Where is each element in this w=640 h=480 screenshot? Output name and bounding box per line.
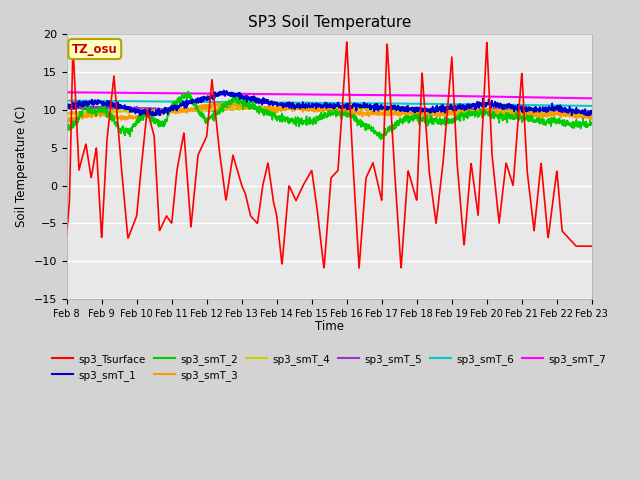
sp3_smT_2 <box>477 107 484 113</box>
sp3_smT_7 <box>318 92 326 97</box>
sp3_smT_1 <box>63 100 70 106</box>
sp3_smT_3 <box>63 120 71 126</box>
sp3_smT_4 <box>63 111 70 117</box>
sp3_smT_2 <box>63 126 70 132</box>
sp3_smT_4 <box>90 108 97 114</box>
Title: SP3 Soil Temperature: SP3 Soil Temperature <box>248 15 411 30</box>
sp3_Tsurface <box>63 232 70 238</box>
sp3_smT_5 <box>63 105 70 111</box>
sp3_Tsurface <box>90 162 97 168</box>
sp3_smT_7 <box>63 89 70 95</box>
Legend: sp3_Tsurface, sp3_smT_1, sp3_smT_2, sp3_smT_3, sp3_smT_4, sp3_smT_5, sp3_smT_6, : sp3_Tsurface, sp3_smT_1, sp3_smT_2, sp3_… <box>48 349 611 385</box>
sp3_smT_4 <box>573 111 580 117</box>
sp3_smT_1 <box>148 113 156 119</box>
sp3_smT_3 <box>477 107 484 112</box>
sp3_smT_6 <box>318 100 326 106</box>
sp3_smT_5 <box>90 105 97 110</box>
sp3_smT_5 <box>319 104 326 109</box>
sp3_smT_1 <box>90 99 97 105</box>
sp3_smT_2 <box>184 89 192 95</box>
sp3_smT_4 <box>588 112 596 118</box>
Line: sp3_smT_3: sp3_smT_3 <box>67 102 592 123</box>
sp3_smT_2 <box>588 120 596 125</box>
sp3_smT_1 <box>305 100 312 106</box>
sp3_smT_3 <box>573 115 580 121</box>
Line: sp3_smT_7: sp3_smT_7 <box>67 92 592 98</box>
sp3_smT_4 <box>300 102 307 108</box>
sp3_smT_5 <box>581 111 589 117</box>
sp3_Tsurface <box>343 39 351 45</box>
Text: TZ_osu: TZ_osu <box>72 43 118 56</box>
sp3_smT_4 <box>587 114 595 120</box>
sp3_Tsurface <box>477 160 484 166</box>
sp3_smT_5 <box>477 107 484 113</box>
sp3_smT_6 <box>573 103 580 108</box>
Line: sp3_smT_2: sp3_smT_2 <box>67 92 592 139</box>
sp3_smT_1 <box>588 111 596 117</box>
sp3_smT_3 <box>63 118 70 123</box>
sp3_smT_3 <box>90 110 97 116</box>
sp3_smT_4 <box>477 109 484 115</box>
sp3_smT_5 <box>573 108 580 114</box>
sp3_smT_6 <box>90 98 97 104</box>
sp3_smT_1 <box>220 87 228 93</box>
sp3_smT_6 <box>588 103 596 109</box>
Y-axis label: Soil Temperature (C): Soil Temperature (C) <box>15 106 28 228</box>
sp3_Tsurface <box>355 265 363 271</box>
sp3_smT_7 <box>573 95 580 101</box>
sp3_Tsurface <box>304 174 312 180</box>
sp3_smT_7 <box>90 90 97 96</box>
sp3_smT_4 <box>305 104 312 110</box>
sp3_smT_5 <box>573 108 580 113</box>
sp3_smT_1 <box>573 108 581 114</box>
sp3_smT_6 <box>304 100 312 106</box>
sp3_smT_6 <box>573 103 580 108</box>
Line: sp3_smT_5: sp3_smT_5 <box>67 105 592 114</box>
Line: sp3_smT_1: sp3_smT_1 <box>67 90 592 116</box>
sp3_smT_3 <box>588 112 596 118</box>
sp3_smT_2 <box>573 120 580 126</box>
sp3_smT_2 <box>378 136 385 142</box>
sp3_smT_4 <box>319 105 326 111</box>
sp3_smT_2 <box>573 121 581 127</box>
sp3_smT_1 <box>573 110 580 116</box>
sp3_smT_3 <box>221 99 228 105</box>
Line: sp3_smT_4: sp3_smT_4 <box>67 105 592 117</box>
Line: sp3_smT_6: sp3_smT_6 <box>67 101 592 106</box>
sp3_Tsurface <box>573 243 580 249</box>
sp3_smT_7 <box>573 95 580 101</box>
sp3_smT_7 <box>588 96 596 101</box>
sp3_smT_3 <box>305 106 312 111</box>
sp3_smT_1 <box>319 103 326 108</box>
sp3_smT_5 <box>265 102 273 108</box>
sp3_smT_1 <box>477 101 484 107</box>
sp3_Tsurface <box>318 249 326 255</box>
sp3_smT_3 <box>573 114 581 120</box>
sp3_smT_6 <box>63 98 70 104</box>
Line: sp3_Tsurface: sp3_Tsurface <box>67 42 592 268</box>
sp3_smT_6 <box>476 102 484 108</box>
sp3_Tsurface <box>588 243 596 249</box>
sp3_smT_2 <box>319 114 326 120</box>
sp3_smT_5 <box>305 104 312 109</box>
sp3_Tsurface <box>573 243 581 249</box>
sp3_smT_7 <box>304 92 312 97</box>
sp3_smT_5 <box>588 110 596 116</box>
sp3_smT_3 <box>319 107 326 112</box>
sp3_smT_4 <box>573 111 580 117</box>
X-axis label: Time: Time <box>315 320 344 333</box>
sp3_smT_2 <box>305 117 312 122</box>
sp3_smT_2 <box>90 109 97 115</box>
sp3_smT_7 <box>476 94 484 99</box>
